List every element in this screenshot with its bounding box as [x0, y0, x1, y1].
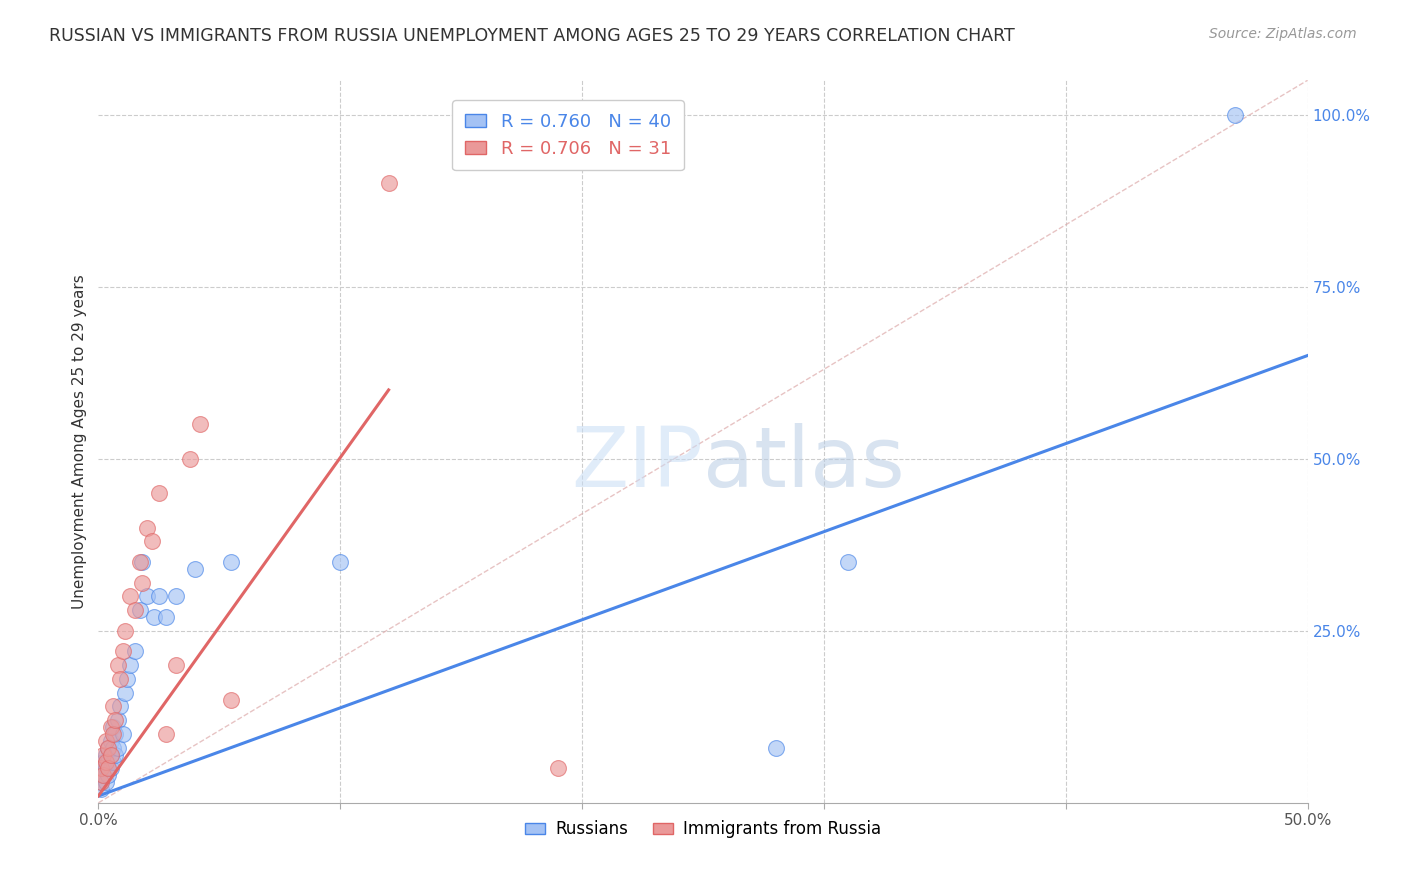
Point: [131, 555, 153, 569]
Point: [100, 734, 122, 748]
Point: [97, 761, 120, 775]
Point: [90, 782, 112, 797]
Point: [141, 534, 163, 549]
Point: [111, 727, 134, 741]
Point: [547, 761, 569, 775]
Point: [1223, 108, 1246, 122]
Point: [101, 740, 124, 755]
Point: [108, 672, 131, 686]
Point: [131, 575, 153, 590]
Point: [91, 747, 114, 762]
Point: [104, 727, 127, 741]
Point: [128, 603, 150, 617]
Point: [135, 520, 157, 534]
Point: [184, 562, 207, 576]
Point: [135, 590, 157, 604]
Point: [101, 727, 124, 741]
Point: [108, 699, 131, 714]
Point: [107, 658, 129, 673]
Point: [100, 747, 122, 762]
Y-axis label: Unemployment Among Ages 25 to 29 years: Unemployment Among Ages 25 to 29 years: [72, 274, 87, 609]
Point: [91, 768, 114, 782]
Point: [94, 775, 117, 789]
Point: [97, 740, 120, 755]
Point: [117, 672, 139, 686]
Point: [104, 713, 127, 727]
Point: [111, 644, 134, 658]
Point: [94, 761, 117, 775]
Point: [90, 775, 112, 789]
Point: [837, 555, 859, 569]
Point: [94, 734, 117, 748]
Point: [97, 755, 120, 769]
Point: [221, 555, 243, 569]
Point: [148, 486, 170, 500]
Point: [155, 727, 177, 741]
Point: [100, 747, 122, 762]
Point: [104, 747, 127, 762]
Point: [91, 761, 114, 775]
Point: [329, 555, 352, 569]
Point: [118, 590, 141, 604]
Text: Source: ZipAtlas.com: Source: ZipAtlas.com: [1209, 27, 1357, 41]
Text: ZIP: ZIP: [571, 423, 703, 504]
Point: [377, 177, 399, 191]
Point: [94, 755, 117, 769]
Point: [124, 603, 146, 617]
Point: [101, 755, 124, 769]
Point: [107, 740, 129, 755]
Point: [188, 417, 211, 432]
Point: [114, 686, 136, 700]
Point: [101, 699, 124, 714]
Point: [143, 610, 166, 624]
Point: [165, 658, 187, 673]
Legend: Russians, Immigrants from Russia: Russians, Immigrants from Russia: [519, 814, 887, 845]
Point: [107, 713, 129, 727]
Text: RUSSIAN VS IMMIGRANTS FROM RUSSIA UNEMPLOYMENT AMONG AGES 25 TO 29 YEARS CORRELA: RUSSIAN VS IMMIGRANTS FROM RUSSIA UNEMPL…: [49, 27, 1015, 45]
Point: [94, 747, 117, 762]
Point: [148, 590, 170, 604]
Point: [221, 692, 243, 706]
Point: [101, 720, 124, 734]
Point: [114, 624, 136, 638]
Point: [97, 768, 120, 782]
Point: [91, 755, 114, 769]
Point: [128, 555, 150, 569]
Point: [179, 451, 201, 466]
Text: atlas: atlas: [703, 423, 904, 504]
Point: [118, 658, 141, 673]
Point: [90, 761, 112, 775]
Point: [100, 761, 122, 775]
Point: [97, 740, 120, 755]
Point: [165, 590, 187, 604]
Point: [155, 610, 177, 624]
Point: [90, 775, 112, 789]
Point: [91, 768, 114, 782]
Point: [765, 740, 787, 755]
Point: [124, 644, 146, 658]
Point: [100, 720, 122, 734]
